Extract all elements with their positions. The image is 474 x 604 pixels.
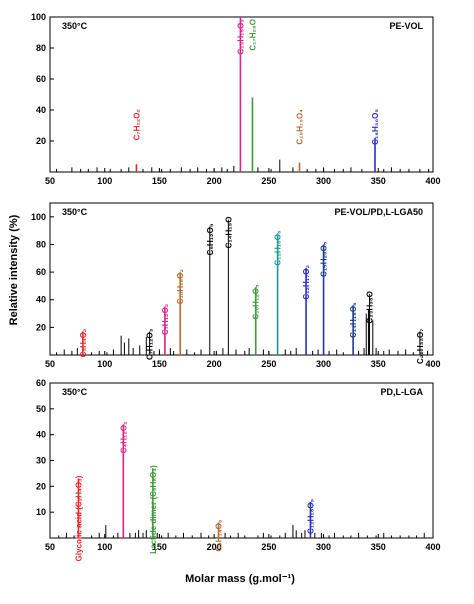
peak-formula-label: C₇H₁₂O₂ (161, 303, 170, 335)
peak-formula-label: C₁₂H₁₆O₉ (306, 498, 315, 534)
y-tick-label: 20 (36, 322, 46, 332)
peak-formula-label: Glycolic acid (C₂H₄O₃) (74, 475, 83, 561)
peak-formula-label: C₁₈H₃₀O₅ (371, 109, 380, 145)
peak-formula-label: C₁₀H₁₂O₅ (252, 284, 261, 320)
y-tick-label: 100 (31, 12, 46, 22)
panel-1: 50 100 150 200 250 300 350 400 20 40 60 80 100 350°C P… (31, 12, 441, 186)
y-tick-label: 80 (36, 239, 46, 249)
x-tick-label: 200 (207, 176, 222, 186)
x-tick-label: 50 (45, 176, 55, 186)
x-tick-label: 150 (152, 359, 167, 369)
y-tick-label: 10 (36, 507, 46, 517)
y-tick-label: 30 (36, 456, 46, 466)
x-tick-label: 100 (97, 542, 112, 552)
x-tick-label: 350 (371, 542, 386, 552)
temperature-label: 350°C (62, 207, 88, 217)
x-axis-label: Molar mass (g.mol⁻¹) (185, 573, 295, 585)
x-tick-label: 400 (425, 542, 440, 552)
peak-formula-label: C₂₃H₃₆O (366, 291, 375, 323)
y-tick-label: 20 (36, 481, 46, 491)
plot-frame (49, 202, 434, 356)
x-tick-label: 200 (207, 542, 222, 552)
y-tick-label: 20 (36, 136, 46, 146)
x-tick-label: 350 (371, 176, 386, 186)
plot-frame (49, 382, 434, 539)
sample-label: PE-VOL/PD,L-LGA50 (334, 207, 423, 217)
peak-formula-label: C₇H₁₂O₂ (132, 109, 141, 141)
x-tick-label: 400 (425, 176, 440, 186)
x-tick-label: 250 (261, 359, 276, 369)
peak-formula-label: C₄H₁₂O₂ (119, 421, 128, 453)
y-tick-label: 60 (36, 378, 46, 388)
temperature-label: 350°C (62, 387, 88, 397)
peak-formula-label: C₇H₁₂O₃ (146, 328, 155, 360)
temperature-label: 350°C (62, 21, 88, 31)
peak-formula-label: C₁₀H₁₆O₂ (176, 269, 185, 305)
peak-formula-label: C₁₂H₁₆O₆ (274, 230, 283, 266)
y-tick-label: 40 (36, 295, 46, 305)
panel-2: 50 100 150 200 250 300 350 400 20 40 60 80 100 350°C P… (31, 202, 441, 369)
x-tick-label: 100 (97, 359, 112, 369)
x-tick-label: 200 (207, 359, 222, 369)
peak-formula-label: C₉H₁₂O₅ (206, 223, 215, 255)
x-tick-label: 50 (45, 359, 55, 369)
y-tick-label: 50 (36, 404, 46, 414)
y-tick-label: 80 (36, 43, 46, 53)
peak-formula-label: C₁₂H₁₇O₂ (302, 265, 311, 300)
peak-formula-label: C₁₃H₁₅O₃ (236, 19, 245, 55)
x-tick-label: 300 (316, 359, 331, 369)
sample-label: PE-VOL (389, 21, 423, 31)
peak-formula-label: C₉H₁₄O₆ (215, 519, 224, 552)
x-tick-label: 150 (152, 542, 167, 552)
peak-formula-label: C₁₅H₂₀O₅ (320, 241, 329, 277)
peak-formula-label: C₁₄H₁₉O (224, 217, 233, 249)
x-tick-label: 250 (261, 176, 276, 186)
y-tick-label: 60 (36, 74, 46, 84)
peak-formula-label: C₃H₄O₂ (79, 328, 88, 357)
peak-formula-label: C₁₇H₂₈O (248, 19, 257, 51)
x-tick-label: 350 (371, 359, 386, 369)
y-tick-label: 40 (36, 105, 46, 115)
peak-formula-label: Lactide dimer (C₆H₈O₄) (149, 465, 158, 554)
y-axis-label: Relative intensity (%) (8, 214, 20, 325)
x-tick-label: 250 (261, 542, 276, 552)
peak-formula-label: C₁₈H₁₉O₄ (295, 109, 304, 145)
y-tick-label: 100 (31, 212, 46, 222)
y-tick-label: 40 (36, 430, 46, 440)
sample-label: PD,L-LGA (381, 387, 424, 397)
peak-formula-label: C₂₀H₃₃O₇ (416, 329, 425, 365)
x-tick-label: 150 (152, 176, 167, 186)
x-tick-label: 50 (45, 542, 55, 552)
panel-3: 50 100 150 200 250 300 350 400 10 20 30 40 50 60 350°C… (36, 378, 441, 561)
x-tick-label: 300 (316, 176, 331, 186)
x-tick-label: 400 (425, 359, 440, 369)
x-tick-label: 300 (316, 542, 331, 552)
plot-frame (49, 16, 434, 173)
x-tick-label: 100 (97, 176, 112, 186)
y-tick-label: 60 (36, 267, 46, 277)
peak-formula-label: C₁₄H₁₈O₆ (349, 302, 358, 338)
